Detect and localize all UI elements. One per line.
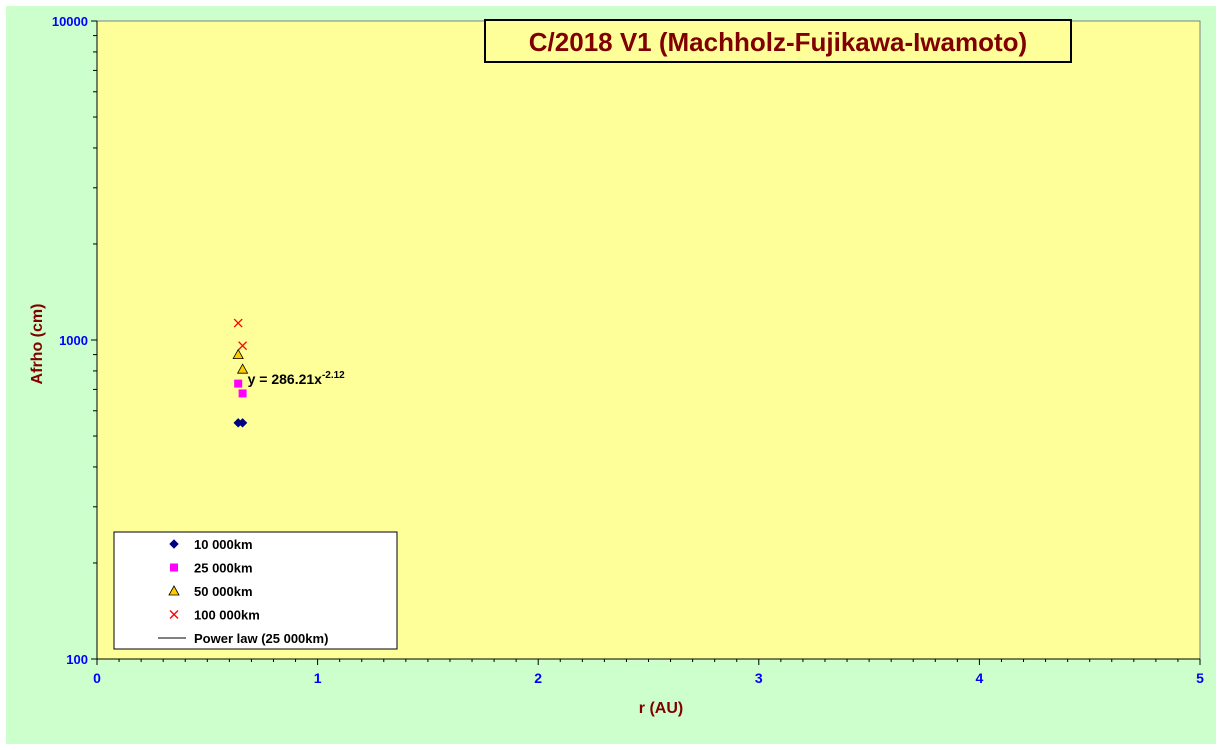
x-tick-label: 4 bbox=[976, 670, 984, 686]
chart-title-box: C/2018 V1 (Machholz-Fujikawa-Iwamoto) bbox=[484, 19, 1072, 63]
x-tick-label: 3 bbox=[755, 670, 763, 686]
legend-label: 50 000km bbox=[194, 584, 253, 599]
data-point bbox=[237, 418, 248, 428]
legend-marker bbox=[170, 563, 178, 572]
data-points bbox=[232, 318, 249, 428]
legend-marker bbox=[168, 585, 180, 596]
chart-area: 0 1 2 3 4 5 100 1000 10000 y = 286.21x-2.12 C/2… bbox=[6, 6, 1216, 744]
y-axis: 100 1000 10000 bbox=[52, 14, 97, 667]
chart-svg: 0 1 2 3 4 5 100 1000 10000 y = 286.21x-2.12 C/2… bbox=[29, 14, 1204, 717]
data-point bbox=[236, 363, 249, 374]
x-tick-label: 1 bbox=[314, 670, 322, 686]
legend: 10 000km 25 000km 50 000km 100 000km Power l… bbox=[113, 531, 398, 650]
data-point bbox=[238, 389, 247, 398]
x-tick-label: 2 bbox=[534, 670, 542, 686]
legend-marker bbox=[169, 610, 179, 619]
data-point bbox=[234, 379, 243, 388]
y-tick-label: 10000 bbox=[52, 14, 88, 29]
fit-equation: y = 286.21x-2.12 bbox=[248, 370, 346, 387]
y-tick-label: 1000 bbox=[59, 333, 88, 348]
y-axis-label: Afrho (cm) bbox=[29, 304, 46, 385]
legend-label: 10 000km bbox=[194, 537, 253, 552]
legend-label: 25 000km bbox=[194, 561, 253, 576]
data-point bbox=[238, 341, 248, 351]
legend-label: Power law (25 000km) bbox=[194, 631, 328, 646]
title-frame bbox=[484, 19, 1072, 63]
data-point bbox=[233, 318, 243, 328]
x-axis: 0 1 2 3 4 5 bbox=[93, 659, 1204, 686]
legend-frame bbox=[113, 531, 398, 650]
data-point bbox=[232, 348, 244, 359]
fit-equation-exponent: -2.12 bbox=[322, 370, 345, 381]
chart-title: C/2018 V1 (Machholz-Fujikawa-Iwamoto) bbox=[529, 27, 1027, 57]
fit-equation-prefix: y = 286.21x bbox=[248, 371, 323, 387]
legend-marker bbox=[169, 539, 179, 549]
x-tick-label: 0 bbox=[93, 670, 101, 686]
x-axis-label: r (AU) bbox=[639, 700, 683, 717]
y-tick-label: 100 bbox=[66, 652, 88, 667]
x-tick-label: 5 bbox=[1196, 670, 1204, 686]
legend-label: 100 000km bbox=[194, 608, 260, 623]
